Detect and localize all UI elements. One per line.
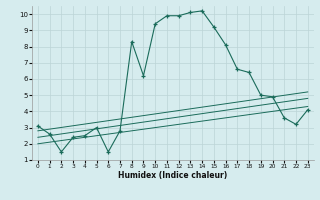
X-axis label: Humidex (Indice chaleur): Humidex (Indice chaleur) [118,171,228,180]
